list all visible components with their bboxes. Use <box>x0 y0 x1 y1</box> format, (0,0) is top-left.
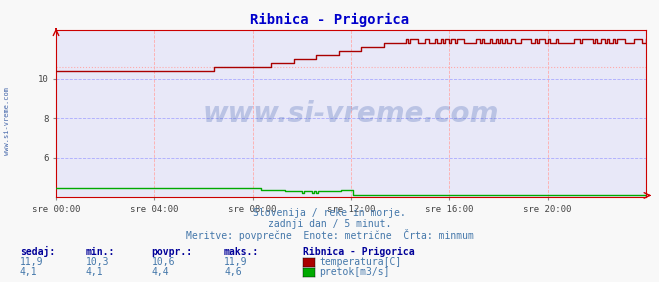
Text: 10,6: 10,6 <box>152 257 175 267</box>
Text: 4,4: 4,4 <box>152 267 169 277</box>
Text: Slovenija / reke in morje.: Slovenija / reke in morje. <box>253 208 406 218</box>
Text: Ribnica - Prigorica: Ribnica - Prigorica <box>303 246 415 257</box>
Text: www.si-vreme.com: www.si-vreme.com <box>203 100 499 127</box>
Text: temperatura[C]: temperatura[C] <box>320 257 402 267</box>
Text: 4,1: 4,1 <box>20 267 38 277</box>
Text: Meritve: povprečne  Enote: metrične  Črta: minmum: Meritve: povprečne Enote: metrične Črta:… <box>186 230 473 241</box>
Text: min.:: min.: <box>86 246 115 257</box>
Text: 10,3: 10,3 <box>86 257 109 267</box>
Text: 4,6: 4,6 <box>224 267 242 277</box>
Text: 11,9: 11,9 <box>20 257 43 267</box>
Text: 11,9: 11,9 <box>224 257 248 267</box>
Text: 4,1: 4,1 <box>86 267 103 277</box>
Text: sedaj:: sedaj: <box>20 246 55 257</box>
Text: pretok[m3/s]: pretok[m3/s] <box>320 267 390 277</box>
Text: povpr.:: povpr.: <box>152 246 192 257</box>
Text: zadnji dan / 5 minut.: zadnji dan / 5 minut. <box>268 219 391 229</box>
Text: www.si-vreme.com: www.si-vreme.com <box>3 87 10 155</box>
Text: Ribnica - Prigorica: Ribnica - Prigorica <box>250 13 409 27</box>
Text: maks.:: maks.: <box>224 246 259 257</box>
